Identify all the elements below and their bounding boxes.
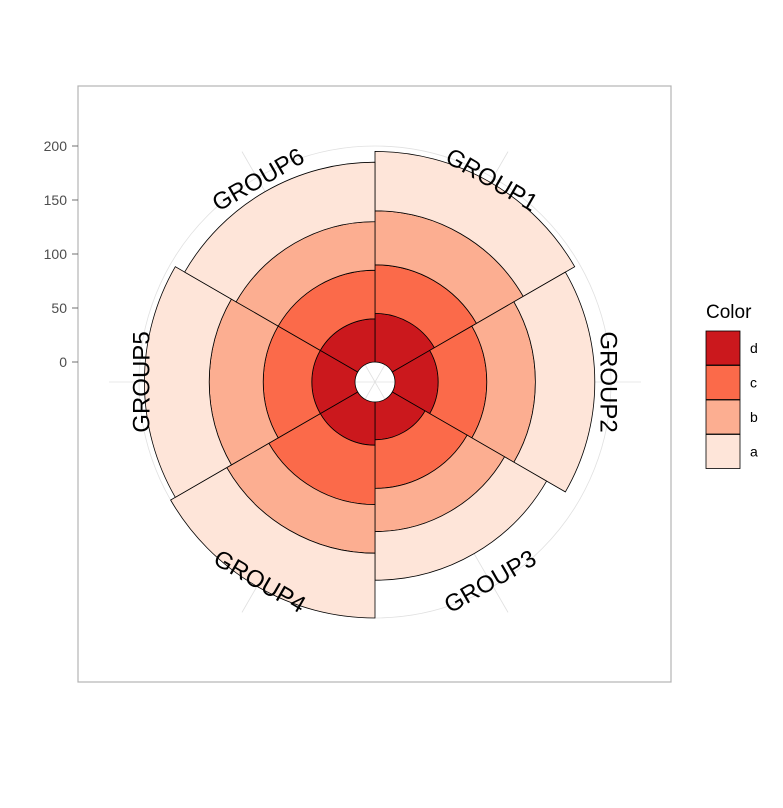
legend-key-c [705, 365, 741, 400]
r-tick-label: 100 [44, 246, 68, 262]
legend-label-d: d [750, 340, 758, 356]
bar-segment-group6-a [184, 161, 376, 303]
r-tick-label: 50 [51, 300, 67, 316]
legend-key-d [705, 330, 741, 366]
group-label-group2: GROUP2 [595, 331, 622, 432]
bar-segment-group2-a [513, 271, 596, 493]
legend-title: Color [706, 302, 752, 323]
bars-layer [144, 150, 596, 619]
r-tick-label: 0 [59, 354, 67, 370]
legend-key-b [705, 399, 741, 435]
legend-items: d c b a [705, 330, 758, 469]
legend: Color d c b a [705, 302, 758, 469]
legend-key-a [705, 434, 741, 469]
legend-label-b: b [750, 409, 758, 425]
legend-label-a: a [750, 444, 758, 460]
bar-segment-group4-a [170, 467, 376, 619]
bar-segment-group5-a [144, 266, 232, 498]
legend-label-c: c [750, 375, 757, 391]
r-axis-ticks: 0 50 100 150 200 [44, 138, 78, 370]
group-label-group5: GROUP5 [128, 331, 155, 432]
bar-segment-group1-a [374, 150, 576, 297]
r-tick-label: 200 [44, 138, 68, 154]
r-tick-label: 150 [44, 192, 68, 208]
